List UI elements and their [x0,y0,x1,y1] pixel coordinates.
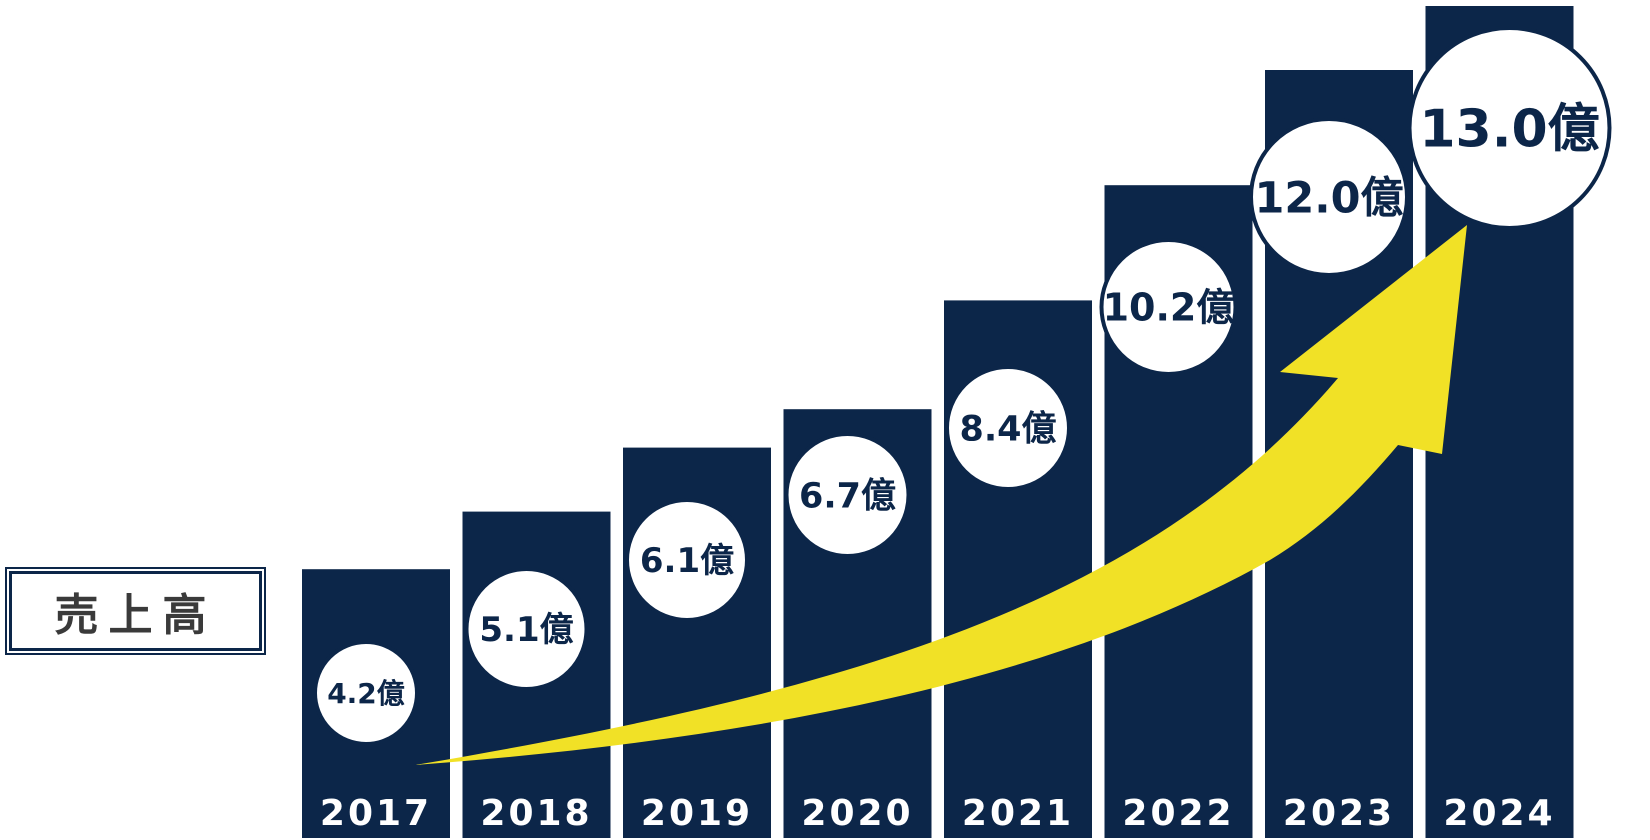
value-circle-2021 [945,365,1071,491]
value-circle-2020 [784,432,911,558]
year-label-2021: 2021 [962,793,1074,834]
trend-arrow [415,225,1467,765]
metric-label: 売上高 [54,590,217,641]
value-label-2020: 6.7億 [799,477,896,517]
year-label-2017: 2017 [320,793,432,834]
value-label-2019: 6.1億 [640,541,734,581]
value-circle-2017 [313,640,419,746]
value-circle-2024 [1407,26,1612,230]
value-label-2022: 10.2億 [1103,286,1235,330]
value-label-2017: 4.2億 [327,677,405,710]
metric-label-box: 売上高 [5,567,266,655]
year-label-2018: 2018 [480,793,592,834]
value-circle-2019 [625,498,749,622]
year-label-2023: 2023 [1283,793,1395,834]
value-circle-2018 [464,567,589,691]
value-circle-2023 [1249,117,1409,277]
value-label-2024: 13.0億 [1419,100,1599,160]
value-circle-2022 [1099,238,1238,376]
value-label-2021: 8.4億 [959,410,1056,450]
value-label-2023: 12.0億 [1254,173,1403,223]
year-label-2020: 2020 [801,793,913,834]
year-label-2022: 2022 [1122,793,1234,834]
value-label-2018: 5.1億 [479,610,573,650]
year-label-2019: 2019 [641,793,753,834]
year-label-2024: 2024 [1443,793,1555,834]
